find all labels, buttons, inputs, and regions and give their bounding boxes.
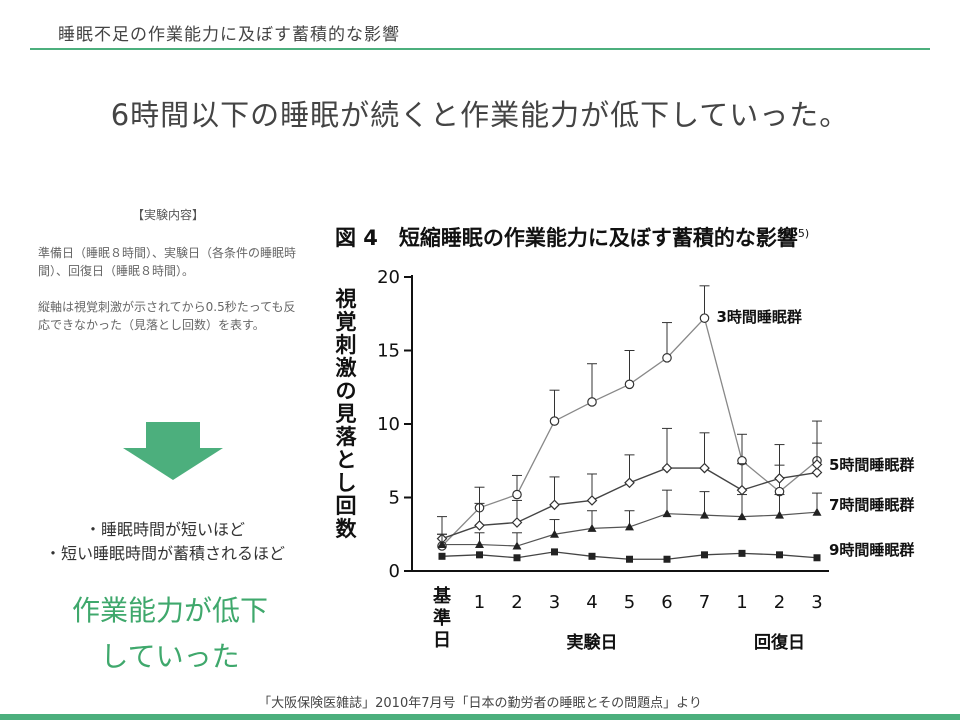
x-group-label: 実験日	[567, 632, 618, 653]
conclusion-line: 作業能力が低下	[71, 594, 268, 627]
conclusion: 作業能力が低下 していった	[0, 588, 340, 680]
data-point	[774, 473, 785, 484]
data-point	[475, 540, 484, 549]
x-tick-label: 1	[736, 592, 747, 613]
x-tick-label: 7	[699, 592, 710, 613]
data-point	[625, 522, 634, 531]
y-tick-label: 20	[377, 267, 400, 288]
conditions: ・睡眠時間が短いほど ・短い睡眠時間が蓄積されるほど	[0, 518, 330, 566]
data-point	[513, 554, 521, 562]
data-point	[587, 523, 597, 532]
series-label: 7時間睡眠群	[829, 496, 914, 514]
data-point	[587, 397, 597, 407]
data-point	[511, 517, 523, 528]
data-point	[700, 510, 709, 519]
data-point	[736, 484, 748, 496]
experiment-body: 準備日（睡眠８時間）、実験日（各条件の睡眠時間）、回復日（睡眠８時間）。 縦軸は…	[38, 244, 300, 352]
x-group-label: 回復日	[754, 632, 805, 653]
x-tick-label: 6	[661, 592, 672, 613]
series-label: 3時間睡眠群	[717, 308, 802, 326]
data-point	[474, 520, 485, 531]
y-tick-label: 0	[389, 561, 400, 582]
x-tick-label: 2	[511, 592, 522, 613]
header-title: 睡眠不足の作業能力に及ぼす蓄積的な影響	[58, 25, 400, 45]
data-point	[549, 499, 560, 511]
data-point	[775, 510, 784, 519]
headline: 6時間以下の睡眠が続くと作業能力が低下していった。	[110, 98, 850, 132]
data-point	[812, 507, 822, 516]
data-point	[661, 462, 673, 474]
condition-item: ・短い睡眠時間が蓄積されるほど	[44, 544, 285, 563]
x-tick-label: 3	[811, 592, 822, 613]
x-tick-label: 1	[474, 592, 485, 613]
footer-rule	[0, 714, 960, 720]
data-point	[738, 549, 746, 557]
data-point	[512, 489, 522, 500]
data-point	[588, 552, 596, 560]
source-citation: 「大阪保険医雑誌」2010年7月号「日本の勤労者の睡眠とその問題点」より	[258, 696, 702, 711]
data-point	[811, 467, 823, 478]
data-point	[624, 379, 635, 390]
y-tick-label: 5	[389, 488, 400, 509]
data-point	[663, 555, 671, 563]
data-point	[550, 529, 559, 538]
data-point	[737, 512, 747, 521]
data-point	[699, 313, 710, 323]
header-rule	[30, 48, 930, 50]
line-chart: 0 5 10 15 20 基準日 1 2 3 4 5 6 7 1 2 3 実験日 回復日 3時間睡眠群 5時間睡眠群 7…	[377, 267, 914, 653]
data-point	[699, 462, 710, 474]
condition-item: ・睡眠時間が短いほど	[84, 520, 245, 539]
data-point	[662, 509, 672, 518]
data-point	[549, 416, 560, 426]
y-tick-label: 15	[377, 341, 400, 362]
down-arrow-icon	[123, 422, 223, 480]
data-point	[776, 551, 783, 559]
data-point	[701, 551, 708, 559]
data-point	[626, 555, 633, 563]
y-tick-label: 10	[377, 414, 400, 435]
series-label: 5時間睡眠群	[829, 456, 914, 474]
conclusion-line: していった	[100, 640, 240, 673]
data-point	[813, 554, 821, 562]
legend-marker	[811, 459, 823, 470]
x-tick-label: 3	[549, 592, 560, 613]
data-point	[476, 551, 483, 559]
experiment-paragraph-2: 縦軸は視覚刺激が示されてから0.5秒たっても反応できなかった（見落とし回数）を表…	[38, 300, 296, 332]
chart-ylabel: 視覚刺激の見落とし回数	[335, 287, 357, 541]
data-point	[437, 540, 447, 549]
figure-title: 図 4 短縮睡眠の作業能力に及ぼす蓄積的な影響5)	[335, 222, 809, 252]
experiment-heading: 【実験内容】	[131, 208, 204, 222]
figure-title-ref: 5)	[797, 227, 810, 240]
data-point	[662, 353, 672, 363]
figure-title-text: 図 4 短縮睡眠の作業能力に及ぼす蓄積的な影響	[335, 226, 798, 250]
x-tick-label: 2	[774, 592, 785, 613]
data-point	[438, 552, 446, 560]
data-point	[624, 477, 635, 489]
x-tick-label: 5	[624, 592, 635, 613]
x-tick-label: 4	[586, 592, 597, 613]
x-tick-label: 基準日	[432, 585, 452, 651]
data-point	[551, 548, 558, 556]
data-point	[512, 541, 522, 550]
data-point	[586, 495, 598, 506]
series-label: 9時間睡眠群	[829, 541, 914, 559]
experiment-paragraph-1: 準備日（睡眠８時間）、実験日（各条件の睡眠時間）、回復日（睡眠８時間）。	[38, 246, 297, 278]
